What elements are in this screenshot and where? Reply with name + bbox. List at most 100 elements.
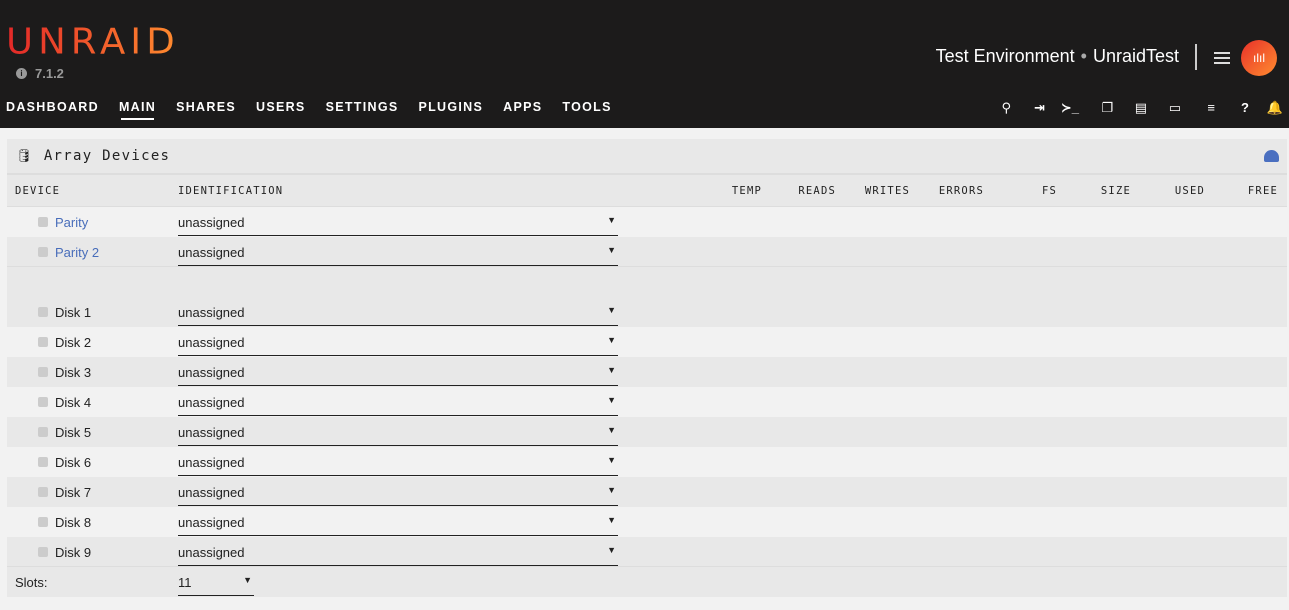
column-header-device: DEVICE xyxy=(15,185,61,197)
table-header: DEVICE IDENTIFICATION TEMP READS WRITES ERROR… xyxy=(7,175,1287,207)
dropdown-arrow-icon: ▼ xyxy=(607,305,616,315)
nav-shares[interactable]: SHARES xyxy=(176,100,236,114)
status-indicator xyxy=(38,247,48,257)
dropdown-arrow-icon: ▼ xyxy=(607,455,616,465)
device-row: Parity unassigned ▼ xyxy=(7,207,1287,237)
nav-dashboard[interactable]: DASHBOARD xyxy=(6,100,99,114)
device-row: Disk 2 unassigned ▼ xyxy=(7,327,1287,357)
status-indicator xyxy=(38,457,48,467)
nav-tools[interactable]: TOOLS xyxy=(562,100,612,114)
column-header-temp: TEMP xyxy=(731,185,762,197)
device-name: Disk 5 xyxy=(55,425,92,440)
desktop-icon[interactable]: ▭ xyxy=(1168,100,1181,115)
slots-select[interactable]: 11 ▼ xyxy=(178,573,254,596)
bell-icon[interactable]: 🔔 xyxy=(1266,100,1283,115)
user-avatar[interactable]: ılıl xyxy=(1241,40,1277,76)
column-header-writes: WRITES xyxy=(864,185,910,197)
status-indicator xyxy=(38,337,48,347)
version-info[interactable]: i 7.1.2 xyxy=(16,66,64,81)
help-icon[interactable]: ? xyxy=(1241,100,1249,115)
device-select[interactable]: unassigned ▼ xyxy=(178,453,618,476)
hamburger-menu-icon[interactable] xyxy=(1214,52,1230,67)
device-select-value: unassigned xyxy=(178,485,245,500)
device-select-value: unassigned xyxy=(178,545,245,560)
status-indicator xyxy=(38,217,48,227)
feedback-icon[interactable]: ▤ xyxy=(1134,100,1147,115)
slots-row: Slots: 11 ▼ xyxy=(7,567,1287,597)
panel-title: Array Devices xyxy=(43,148,171,164)
device-row: Disk 5 unassigned ▼ xyxy=(7,417,1287,447)
top-header: UNRAID i 7.1.2 Test Environment • UnraidTes… xyxy=(0,0,1289,128)
dropdown-arrow-icon: ▼ xyxy=(607,395,616,405)
device-select[interactable]: unassigned ▼ xyxy=(178,423,618,446)
server-name: UnraidTest xyxy=(1092,46,1179,66)
device-select[interactable]: unassigned ▼ xyxy=(178,243,618,266)
device-row: Disk 1 unassigned ▼ xyxy=(7,297,1287,327)
device-select[interactable]: unassigned ▼ xyxy=(178,483,618,506)
device-select[interactable]: unassigned ▼ xyxy=(178,513,618,536)
nav-settings[interactable]: SETTINGS xyxy=(325,100,399,114)
device-select-value: unassigned xyxy=(178,215,245,230)
dropdown-arrow-icon: ▼ xyxy=(607,365,616,375)
device-name[interactable]: Parity xyxy=(55,215,89,230)
column-header-used: USED xyxy=(1174,185,1205,197)
dropdown-arrow-icon: ▼ xyxy=(607,215,616,225)
dropdown-arrow-icon: ▼ xyxy=(607,485,616,495)
device-select-value: unassigned xyxy=(178,455,245,470)
device-select[interactable]: unassigned ▼ xyxy=(178,543,618,566)
log-icon[interactable]: ≡ xyxy=(1207,100,1215,115)
toolbar-icons: ⚲ ⇥ ≻_ ❐ ▤ ▭ ≡? 🔔 xyxy=(977,100,1283,116)
speedometer-icon[interactable] xyxy=(1264,150,1279,162)
dropdown-arrow-icon: ▼ xyxy=(607,545,616,555)
device-select[interactable]: unassigned ▼ xyxy=(178,333,618,356)
server-description: Test Environment xyxy=(935,46,1075,66)
info-circle-icon: i xyxy=(16,68,27,79)
terminal-icon[interactable]: ≻_ xyxy=(1060,100,1079,115)
device-name: Disk 3 xyxy=(55,365,92,380)
device-row: Disk 8 unassigned ▼ xyxy=(7,507,1287,537)
nav-main[interactable]: MAIN xyxy=(118,100,157,120)
device-name: Disk 2 xyxy=(55,335,92,350)
unraid-logo[interactable]: UNRAID xyxy=(6,21,180,62)
status-indicator xyxy=(38,427,48,437)
server-info: Test Environment • UnraidTest xyxy=(935,46,1179,66)
status-indicator xyxy=(38,487,48,497)
column-header-reads: READS xyxy=(798,185,836,197)
nav-plugins[interactable]: PLUGINS xyxy=(418,100,484,114)
device-select-value: unassigned xyxy=(178,335,245,350)
search-icon[interactable]: ⚲ xyxy=(1001,100,1011,115)
logout-icon[interactable]: ⇥ xyxy=(1034,100,1045,115)
device-name: Disk 1 xyxy=(55,305,92,320)
nav-apps[interactable]: APPS xyxy=(503,100,543,114)
status-indicator xyxy=(38,397,48,407)
clone-icon[interactable]: ❐ xyxy=(1101,100,1113,115)
dropdown-arrow-icon: ▼ xyxy=(607,335,616,345)
panel-title-bar: 🛢 Array Devices xyxy=(7,139,1287,175)
dropdown-arrow-icon: ▼ xyxy=(243,575,252,585)
device-select[interactable]: unassigned ▼ xyxy=(178,213,618,236)
device-select-value: unassigned xyxy=(178,425,245,440)
slots-value: 11 xyxy=(178,575,192,590)
column-header-free: FREE xyxy=(1247,185,1278,197)
device-select[interactable]: unassigned ▼ xyxy=(178,303,618,326)
device-name: Disk 8 xyxy=(55,515,92,530)
device-name[interactable]: Parity 2 xyxy=(55,245,100,260)
device-select-value: unassigned xyxy=(178,395,245,410)
version-text: 7.1.2 xyxy=(35,66,64,81)
column-header-size: SIZE xyxy=(1100,185,1131,197)
nav-users[interactable]: USERS xyxy=(256,100,306,114)
device-row: Disk 3 unassigned ▼ xyxy=(7,357,1287,387)
array-devices-panel: 🛢 Array Devices DEVICE IDENTIFICATION TEMP… xyxy=(7,139,1287,597)
database-icon: 🛢 xyxy=(16,148,34,164)
dropdown-arrow-icon: ▼ xyxy=(607,245,616,255)
device-select[interactable]: unassigned ▼ xyxy=(178,363,618,386)
device-select[interactable]: unassigned ▼ xyxy=(178,393,618,416)
device-row: Disk 4 unassigned ▼ xyxy=(7,387,1287,417)
device-row: Disk 7 unassigned ▼ xyxy=(7,477,1287,507)
dropdown-arrow-icon: ▼ xyxy=(607,515,616,525)
main-nav: DASHBOARD MAIN SHARES USERS SETTINGS PLUGINS A… xyxy=(6,100,632,120)
status-indicator xyxy=(38,547,48,557)
status-indicator xyxy=(38,517,48,527)
device-select-value: unassigned xyxy=(178,305,245,320)
divider xyxy=(1195,44,1197,70)
